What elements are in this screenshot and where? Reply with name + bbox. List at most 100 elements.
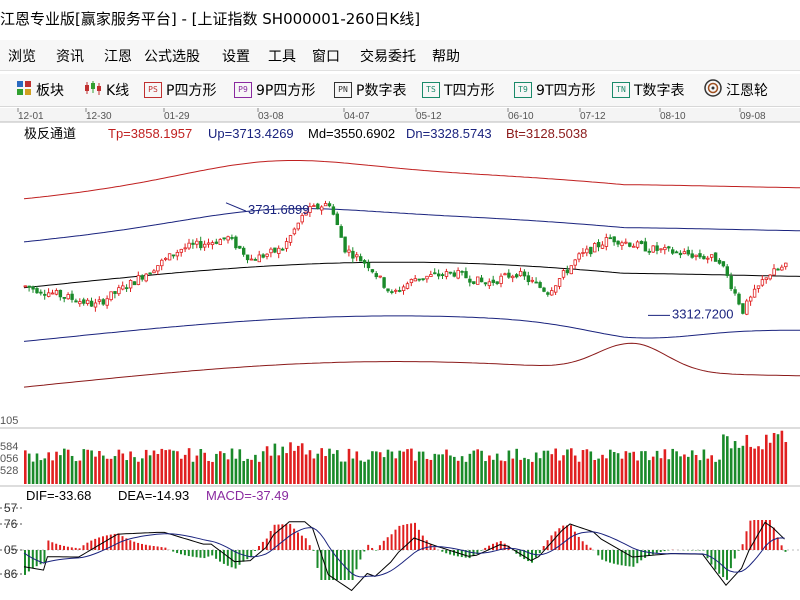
- menu-item-6[interactable]: 窗口: [312, 49, 340, 65]
- candle-body: [386, 288, 390, 292]
- candle-body: [764, 277, 768, 280]
- candle-body: [511, 275, 515, 279]
- volume-bar: [336, 450, 339, 484]
- volume-bar: [141, 458, 144, 484]
- menu-item-3[interactable]: 公式选股: [144, 49, 200, 65]
- candle-body: [706, 257, 710, 260]
- volume-bar: [566, 449, 569, 484]
- candle-body: [206, 242, 211, 245]
- toolbar-label-7: T数字表: [634, 83, 685, 99]
- volume-bar: [468, 453, 472, 484]
- menu-item-2[interactable]: 江恩: [104, 49, 132, 65]
- candle-body: [577, 253, 581, 260]
- candle-body: [163, 257, 168, 260]
- volume-bar: [679, 456, 682, 484]
- toolbar-button-0[interactable]: 板块: [16, 79, 64, 101]
- volume-bar: [320, 448, 323, 484]
- volume-bar: [207, 460, 210, 484]
- menu-item-8[interactable]: 帮助: [432, 49, 460, 65]
- macd-panel: DIF=-33.68 DEA=-14.93 MACD=-37.49 57 76 05 86: [0, 488, 800, 592]
- candle-body: [768, 274, 772, 280]
- volume-bar: [386, 449, 390, 484]
- toolbar-label-2: P四方形: [166, 83, 217, 99]
- toolbar-button-1[interactable]: K线: [84, 79, 129, 101]
- toolbar-button-2[interactable]: PS P四方形: [144, 79, 216, 101]
- candle-body: [58, 289, 63, 298]
- menu-item-0[interactable]: 浏览: [8, 49, 36, 65]
- candle-body: [436, 273, 441, 277]
- volume-bar: [667, 459, 671, 484]
- menu-item-5[interactable]: 工具: [268, 49, 296, 65]
- volume-bar: [308, 450, 312, 484]
- candle-body: [269, 248, 273, 254]
- volume-bar: [339, 461, 343, 484]
- candle-body: [382, 277, 386, 288]
- candle-body: [651, 245, 655, 253]
- candle-body: [565, 269, 570, 274]
- volume-bar: [47, 452, 50, 484]
- volume-bar: [125, 460, 128, 484]
- volume-bar: [636, 460, 639, 484]
- high-annotation-label: 3731.6899: [248, 202, 309, 217]
- candle-body: [316, 203, 320, 209]
- candle-body: [620, 242, 624, 246]
- volume-bar: [772, 432, 776, 484]
- volume-bar: [425, 458, 429, 484]
- volume-bar: [460, 456, 464, 484]
- candle-body: [300, 215, 304, 223]
- macd-axis-label: 57: [4, 501, 18, 515]
- volume-bar: [620, 458, 624, 484]
- volume-bar: [359, 460, 362, 484]
- toolbar-label-1: K线: [106, 83, 130, 99]
- volume-bar: [640, 451, 643, 484]
- menu-item-7[interactable]: 交易委托: [360, 49, 416, 65]
- volume-bar: [304, 454, 308, 484]
- toolbar-label-6: 9T四方形: [536, 83, 596, 99]
- toolbar-button-3[interactable]: P9 9P四方形: [234, 79, 315, 101]
- toolbar-label-0: 板块: [36, 83, 64, 99]
- volume-bar: [94, 456, 97, 484]
- top-band-line: [23, 160, 800, 200]
- toolbar-button-8[interactable]: 江恩轮: [704, 79, 768, 101]
- volume-bar: [24, 450, 27, 484]
- volume-bar: [523, 457, 526, 484]
- candle-body: [433, 272, 437, 275]
- menu-item-1[interactable]: 资讯: [56, 49, 84, 65]
- candle-body: [678, 252, 683, 256]
- volume-bar: [316, 453, 320, 484]
- volume-bar: [176, 451, 179, 484]
- volume-bar: [98, 450, 101, 484]
- candle-body: [136, 275, 141, 285]
- toolbar-button-5[interactable]: TS T四方形: [422, 79, 495, 101]
- toolbar-button-7[interactable]: TN T数字表: [612, 79, 685, 101]
- volume-bar: [702, 449, 706, 484]
- date-tick-label: 07-12: [580, 111, 606, 122]
- toolbar-icon-3: P9: [234, 82, 252, 98]
- candle-body: [261, 254, 265, 258]
- candle-body: [593, 243, 597, 253]
- volume-bar: [254, 454, 257, 484]
- volume-bar: [394, 458, 398, 484]
- candle-body: [460, 270, 464, 273]
- candle-body: [31, 286, 35, 290]
- candle-body: [319, 206, 324, 211]
- candle-body: [335, 213, 339, 226]
- volume-bar: [741, 445, 745, 484]
- volume-bar: [581, 450, 585, 484]
- candle-body: [682, 251, 687, 255]
- date-axis: 12-01 12-30 01-29 03-08 04-07 05-12 06-10 07-12…: [0, 108, 800, 123]
- kline-chart[interactable]: 12-01 12-30 01-29 03-08 04-07 05-12 06-10 07-12…: [0, 108, 800, 600]
- toolbar-button-6[interactable]: T9 9T四方形: [514, 79, 595, 101]
- candle-body: [546, 292, 550, 295]
- volume-bar: [180, 458, 183, 484]
- toolbar-button-4[interactable]: PN P数字表: [334, 79, 406, 101]
- toolbar-label-8: 江恩轮: [726, 83, 768, 99]
- volume-bar: [749, 446, 752, 484]
- menu-item-4[interactable]: 设置: [222, 49, 250, 65]
- volume-bar: [90, 450, 93, 484]
- toolbar-icon-0: [16, 80, 32, 100]
- volume-bar: [453, 456, 456, 484]
- candle-body: [479, 277, 484, 283]
- candle-body: [101, 299, 105, 305]
- candle-body: [690, 253, 694, 258]
